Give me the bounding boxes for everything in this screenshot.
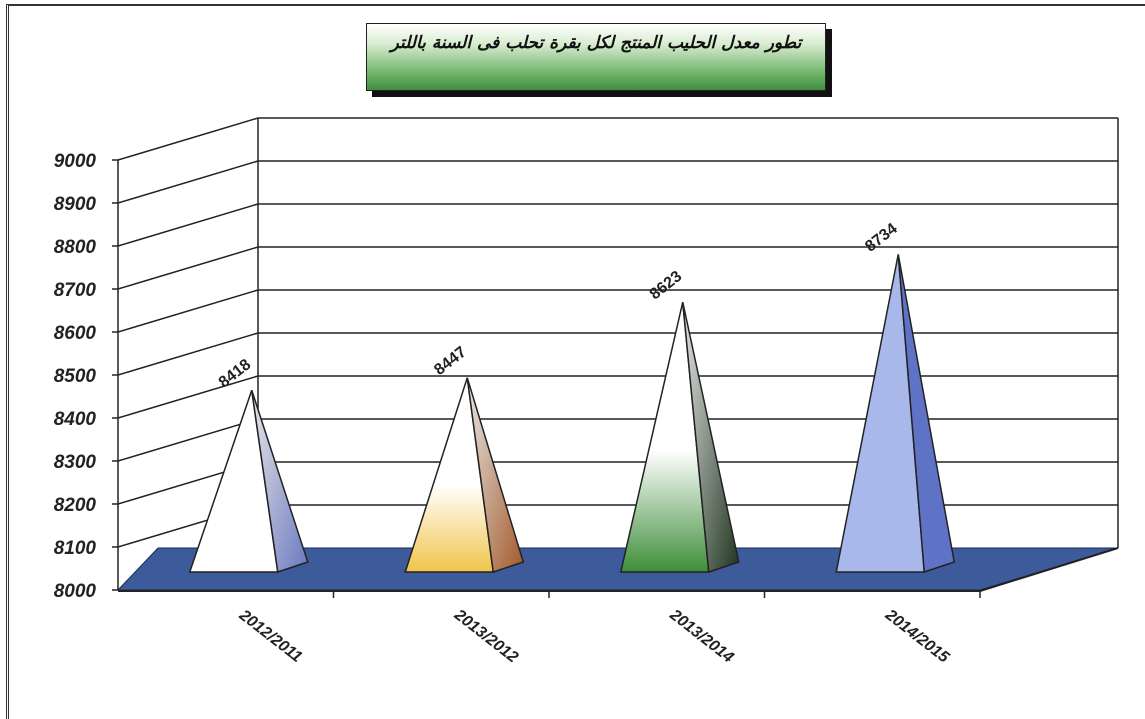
gridline-side <box>117 246 259 290</box>
chart-title: تطور معدل الحليب المنتج لكل بقرة تحلب فى… <box>390 33 802 53</box>
data-label: 8623 <box>647 268 686 303</box>
gridline-side <box>117 375 259 419</box>
gridline-side <box>117 418 259 462</box>
y-tick-label: 9000 <box>54 151 97 172</box>
data-label: 8418 <box>216 356 255 391</box>
y-tick-label: 8900 <box>54 194 97 215</box>
gridline-side <box>117 203 259 247</box>
y-tick-label: 8100 <box>54 538 97 559</box>
y-axis: 8000 8100 8200 8300 8400 8500 8600 8700 8800 8900… <box>54 151 118 602</box>
y-tick-label: 8800 <box>54 237 97 258</box>
x-tick-label: 2014/2015 <box>881 606 953 667</box>
y-tick-label: 8400 <box>54 409 97 430</box>
y-tick-label: 8200 <box>54 495 97 516</box>
data-label: 8447 <box>431 344 470 379</box>
chart-title-box: تطور معدل الحليب المنتج لكل بقرة تحلب فى… <box>366 23 826 91</box>
pyramid-bar <box>835 254 956 574</box>
x-axis-side-line <box>979 547 1119 592</box>
gridline-side <box>117 160 259 204</box>
pyramid-side-face <box>466 377 525 573</box>
y-tick-label: 8500 <box>54 366 97 387</box>
pyramid-bar <box>619 301 740 574</box>
data-label: 8734 <box>862 220 901 255</box>
data-labels: 8418 8447 8623 8734 <box>216 220 901 391</box>
y-tick-label: 8700 <box>54 280 97 301</box>
bars <box>188 254 956 574</box>
pyramid-side-face <box>251 390 309 573</box>
pyramid-bar <box>188 390 309 573</box>
gridline-side <box>117 332 259 376</box>
x-tick-label: 2013/2014 <box>666 606 737 667</box>
y-tick-label: 8300 <box>54 452 97 473</box>
x-axis: 2012/2011 2013/2012 2013/2014 2014/2015 <box>235 590 981 667</box>
pyramid-side-face <box>682 301 740 574</box>
pyramid-bar <box>404 377 525 573</box>
x-tick-label: 2013/2012 <box>450 606 521 667</box>
gridline-side <box>117 117 259 161</box>
pyramid-side-face <box>897 254 956 574</box>
y-tick-label: 8600 <box>54 323 97 344</box>
y-tick-label: 8000 <box>54 581 97 602</box>
x-tick-label: 2012/2011 <box>235 606 305 666</box>
chart-frame <box>6 4 1145 719</box>
gridline-side <box>117 289 259 333</box>
